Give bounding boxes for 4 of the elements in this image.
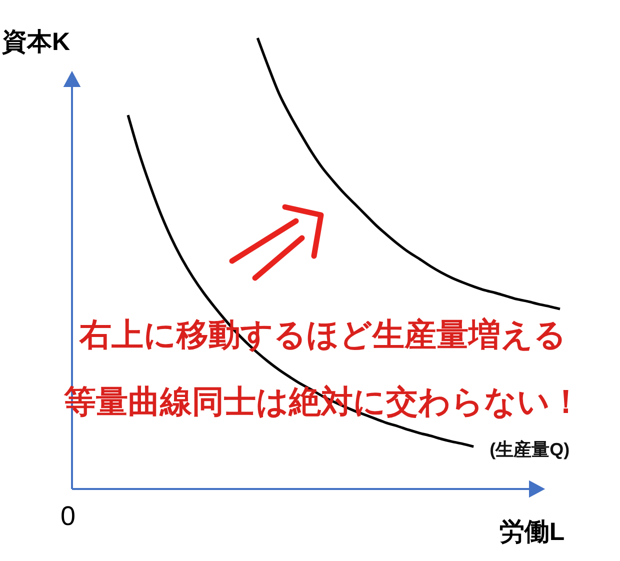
ylabel: 資本K — [2, 28, 70, 56]
annotation: 0 — [60, 501, 76, 532]
xlabel: 労働L — [499, 518, 565, 546]
annotation: 右上に移動するほど生産量増える — [80, 316, 566, 352]
